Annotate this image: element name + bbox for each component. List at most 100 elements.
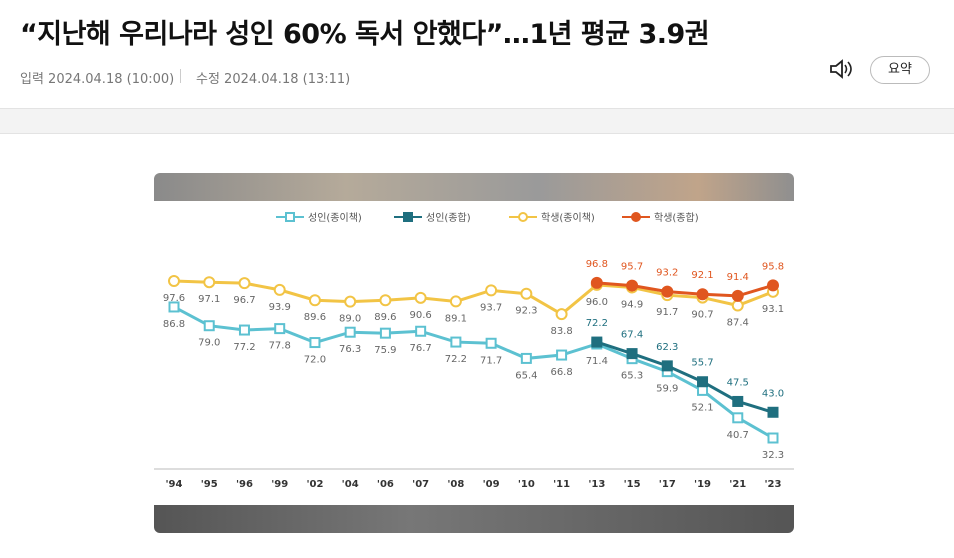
data-label: 95.7: [621, 262, 643, 273]
data-label: 67.4: [621, 330, 643, 341]
series-line: [596, 281, 774, 298]
data-label: 92.3: [515, 306, 537, 317]
data-point: [767, 279, 779, 292]
x-tick-label: '13: [588, 479, 605, 490]
data-label: 62.3: [656, 342, 678, 353]
data-point: [344, 326, 356, 338]
data-point: [238, 324, 250, 336]
data-point: [520, 352, 532, 364]
data-point: [555, 308, 568, 321]
data-point: [696, 288, 709, 301]
data-label: 75.9: [374, 345, 396, 356]
speaker-shape: [830, 59, 843, 79]
data-label: 93.1: [762, 304, 784, 315]
data-point: [767, 406, 779, 418]
data-label: 96.7: [233, 295, 255, 306]
divider-band: [0, 108, 954, 134]
data-point: [590, 276, 603, 289]
data-label: 90.6: [410, 310, 432, 321]
data-point: [626, 279, 639, 292]
chart-image: '94 '95 '96 '99 '02 '04 '06 '07 '08 '09 '10 '11 '13 '…: [154, 173, 794, 533]
data-label: 96.0: [586, 297, 608, 308]
data-point: [520, 287, 533, 300]
data-point: [731, 299, 744, 312]
data-label: 97.6: [163, 293, 185, 304]
legend-marker: [285, 212, 295, 222]
data-point: [661, 360, 673, 372]
data-label: 76.3: [339, 344, 361, 355]
data-point: [273, 283, 286, 296]
data-point: [697, 384, 709, 396]
data-point: [168, 275, 180, 287]
x-tick-label: '06: [377, 479, 394, 490]
data-point: [767, 432, 779, 444]
data-point: [379, 294, 392, 307]
x-tick-label: '19: [694, 479, 711, 490]
data-label: 96.8: [586, 259, 608, 270]
data-label: 40.7: [727, 430, 749, 441]
data-label: 77.8: [269, 341, 291, 352]
series-line: [596, 340, 774, 414]
x-tick-label: '15: [624, 479, 641, 490]
data-point: [344, 295, 357, 308]
legend-label: 성인(종합): [426, 212, 471, 224]
data-point: [697, 376, 709, 388]
x-tick-label: '09: [483, 479, 500, 490]
summary-button[interactable]: 요약: [870, 56, 930, 84]
data-label: 89.1: [445, 313, 467, 324]
legend-label: 학생(종이책): [541, 212, 595, 224]
data-label: 90.7: [691, 310, 713, 321]
data-point: [203, 276, 216, 289]
legend-marker: [403, 212, 413, 222]
data-point: [732, 412, 744, 424]
data-label: 59.9: [656, 384, 678, 395]
blurred-bottom: [154, 505, 794, 533]
data-label: 93.2: [656, 268, 678, 279]
data-label: 32.3: [762, 450, 784, 461]
x-tick-label: '96: [236, 479, 253, 490]
data-label: 72.2: [586, 318, 608, 329]
speaker-waves: [844, 61, 852, 77]
data-point: [414, 291, 427, 304]
data-point: [274, 323, 286, 335]
data-point: [168, 301, 180, 313]
x-tick-label: '07: [412, 479, 429, 490]
x-tick-label: '10: [518, 479, 535, 490]
data-label: 47.5: [727, 377, 749, 388]
data-label: 92.1: [691, 270, 713, 281]
data-point: [626, 348, 638, 360]
data-point: [591, 336, 603, 348]
data-label: 93.7: [480, 302, 502, 313]
series-line: [173, 305, 774, 440]
data-point: [661, 285, 674, 298]
data-label: 76.7: [410, 343, 432, 354]
data-label: 89.0: [339, 314, 361, 325]
x-tick-label: '04: [342, 479, 359, 490]
modified-date: 수정 2024.04.18 (13:11): [196, 72, 351, 87]
data-label: 91.4: [727, 272, 749, 283]
data-label: 83.8: [550, 326, 572, 337]
separator: [180, 69, 181, 83]
data-point: [309, 337, 321, 349]
data-label: 72.0: [304, 355, 326, 366]
data-point: [732, 395, 744, 407]
data-label: 89.6: [374, 312, 396, 323]
data-label: 65.4: [515, 370, 537, 381]
data-label: 52.1: [691, 402, 713, 413]
legend-label: 성인(종이책): [308, 212, 362, 224]
data-label: 43.0: [762, 388, 784, 399]
speaker-icon[interactable]: [828, 58, 854, 80]
data-point: [449, 295, 462, 308]
legend-label: 학생(종합): [654, 212, 699, 224]
x-tick-label: '99: [271, 479, 288, 490]
data-label: 89.6: [304, 312, 326, 323]
blurred-top: [154, 173, 794, 201]
data-label: 97.1: [198, 294, 220, 305]
published-date: 입력 2024.04.18 (10:00): [20, 72, 175, 87]
data-label: 71.4: [586, 356, 608, 367]
data-point: [556, 349, 568, 361]
data-point: [485, 337, 497, 349]
data-point: [203, 320, 215, 332]
x-tick-label: '21: [729, 479, 746, 490]
